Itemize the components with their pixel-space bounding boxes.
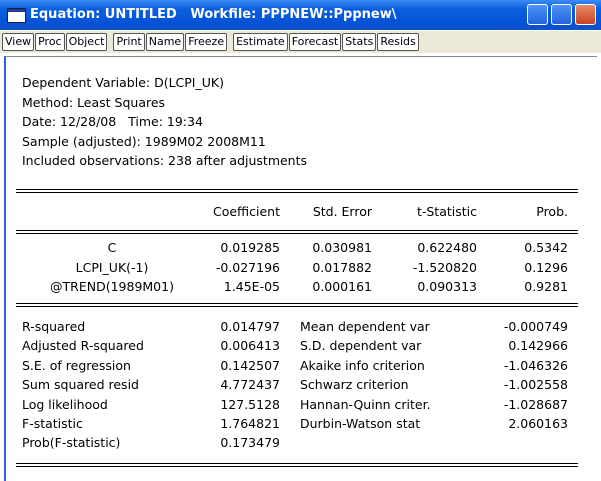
stat-label: Schwarz criterion xyxy=(300,377,409,393)
toolbar-group: Print Name Freeze xyxy=(113,33,228,51)
coefficient-cell: 0.622480 xyxy=(417,240,477,255)
stat-value: 0.142966 xyxy=(508,338,568,354)
toolbar: View Proc Object Print Name Freeze Estimate For… xyxy=(0,31,601,53)
close-button[interactable] xyxy=(575,4,596,25)
toolbar-button[interactable]: Print xyxy=(113,33,145,51)
header-line: Sample (adjusted): 1989M02 2008M11 xyxy=(22,133,266,149)
toolbar-button[interactable]: Resids xyxy=(377,33,419,51)
stat-label: S.D. dependent var xyxy=(300,338,422,354)
double-rule xyxy=(16,463,578,467)
coefficient-cell: 1.45E-05 xyxy=(223,279,280,294)
toolbar-button[interactable]: Stats xyxy=(342,33,377,51)
coefficient-cell: -1.520820 xyxy=(412,259,477,275)
stat-label: Prob(F-statistic) xyxy=(22,435,121,451)
stat-value: 4.772437 xyxy=(220,377,280,393)
stat-value: 2.060163 xyxy=(508,416,568,431)
toolbar-button[interactable]: Freeze xyxy=(185,33,228,51)
toolbar-button[interactable]: Proc xyxy=(35,33,65,51)
header-line: Included observations: 238 after adjustm… xyxy=(22,153,308,168)
stat-value: -1.046326 xyxy=(503,357,568,373)
toolbar-button[interactable]: Estimate xyxy=(233,33,288,51)
variable-name: C xyxy=(107,240,117,255)
column-header: Std. Error xyxy=(312,204,372,219)
title-bar: Equation: UNTITLED Workfile: PPPNEW::Ppp… xyxy=(0,0,601,30)
double-rule xyxy=(16,189,578,193)
stat-value: 0.014797 xyxy=(220,319,280,334)
header-line: Date: 12/28/08 Time: 19:34 xyxy=(22,114,203,129)
coefficient-cell: 0.090313 xyxy=(417,279,477,294)
toolbar-button[interactable]: View xyxy=(2,33,35,51)
output-view: Dependent Variable: D(LCPI_UK) Method: Le… xyxy=(4,56,597,481)
stat-label: Durbin-Watson stat xyxy=(300,416,421,431)
column-header: Prob. xyxy=(536,204,568,219)
toolbar-group: Estimate Forecast Stats Resids xyxy=(233,33,420,51)
stat-value: 1.764821 xyxy=(220,416,280,431)
coefficient-cell: 0.000161 xyxy=(312,279,372,294)
stat-label: R-squared xyxy=(22,319,86,334)
header-line: Dependent Variable: D(LCPI_UK) xyxy=(22,75,224,90)
toolbar-button[interactable]: Object xyxy=(65,33,108,51)
coefficient-cell: 0.5342 xyxy=(524,240,568,255)
stat-label: Mean dependent var xyxy=(300,319,430,334)
stat-label: Hannan-Quinn criter. xyxy=(300,396,431,412)
header-line: Method: Least Squares xyxy=(22,94,166,110)
stat-value: -1.002558 xyxy=(503,377,568,393)
stat-label: F-statistic xyxy=(22,416,83,431)
window-icon xyxy=(7,8,26,23)
coefficient-cell: 0.9281 xyxy=(524,279,568,294)
variable-name: LCPI_UK(-1) xyxy=(75,259,149,275)
stat-label: Sum squared resid xyxy=(22,377,139,393)
toolbar-group: View Proc Object xyxy=(2,33,108,51)
window-title: Equation: UNTITLED Workfile: PPPNEW::Ppp… xyxy=(30,7,397,22)
variable-name: @TREND(1989M01) xyxy=(50,279,174,294)
column-header: Coefficient xyxy=(212,204,280,219)
minimize-button[interactable] xyxy=(527,4,548,25)
coefficient-cell: -0.027196 xyxy=(215,259,280,275)
stat-value: -0.000749 xyxy=(503,319,568,334)
stat-value: 0.142507 xyxy=(220,357,280,373)
coefficient-cell: 0.019285 xyxy=(220,240,280,255)
column-header: t-Statistic xyxy=(416,204,477,219)
coefficient-cell: 0.030981 xyxy=(312,240,372,255)
double-rule xyxy=(16,230,578,234)
stat-value: 0.006413 xyxy=(220,338,280,354)
maximize-button[interactable] xyxy=(551,4,572,25)
toolbar-button[interactable]: Forecast xyxy=(288,33,342,51)
stat-label: S.E. of regression xyxy=(22,357,131,373)
stat-label: Log likelihood xyxy=(22,396,108,412)
coefficient-cell: 0.1296 xyxy=(524,259,568,275)
toolbar-button[interactable]: Name xyxy=(145,33,185,51)
stat-label: Adjusted R-squared xyxy=(22,338,144,354)
double-rule xyxy=(16,303,578,307)
stat-value: -1.028687 xyxy=(503,396,568,412)
stat-value: 0.173479 xyxy=(220,435,280,451)
stat-value: 127.5128 xyxy=(220,396,280,412)
coefficient-cell: 0.017882 xyxy=(312,259,372,275)
stat-label: Akaike info criterion xyxy=(300,357,425,373)
